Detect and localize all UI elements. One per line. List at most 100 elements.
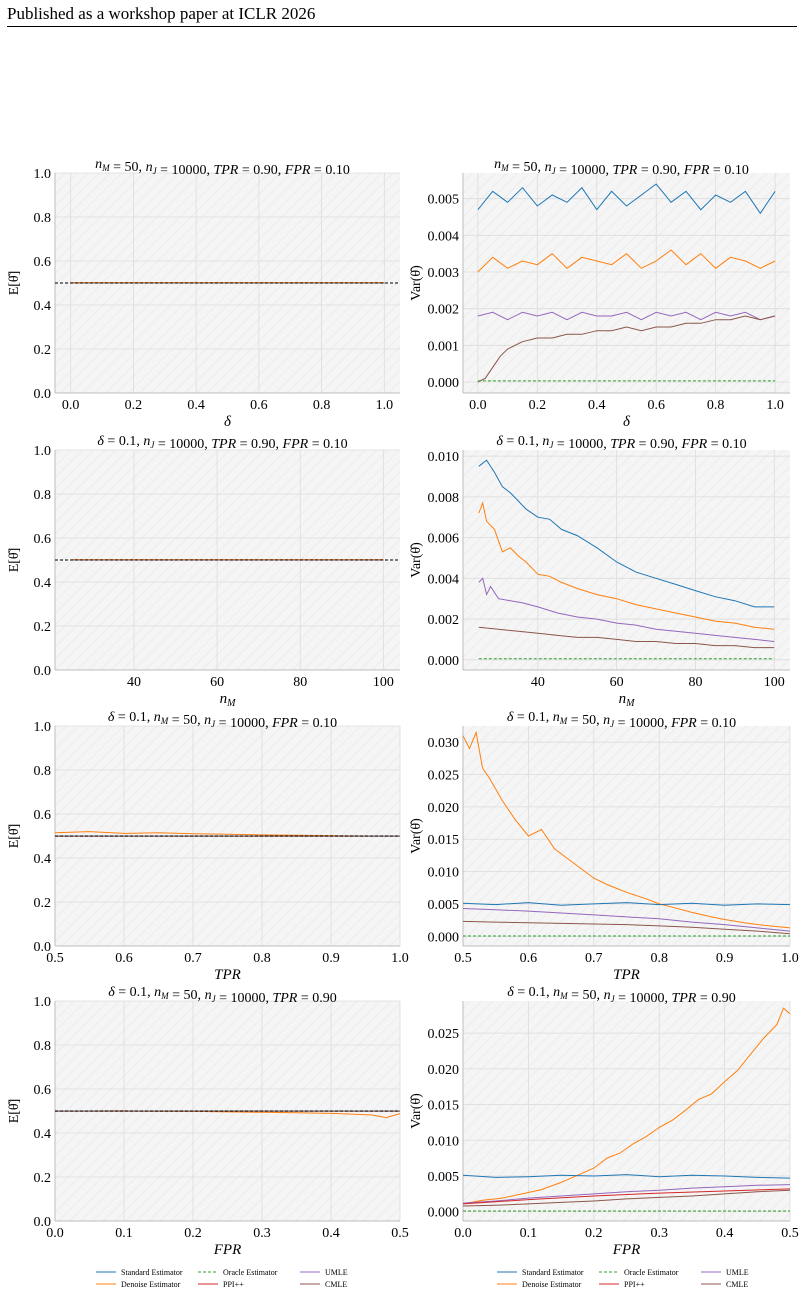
chart-title: δ = 0.1, nM = 50, nJ = 10000, FPR = 0.10 bbox=[507, 710, 736, 731]
y-tick-label: 0.0 bbox=[34, 1215, 52, 1230]
x-tick-label: 0.0 bbox=[62, 398, 80, 413]
series-line-cmle bbox=[462, 920, 791, 935]
y-tick-label: 0.8 bbox=[34, 211, 52, 226]
series-line-standard bbox=[462, 1174, 791, 1179]
x-tick-label: 100 bbox=[764, 675, 785, 690]
y-tick-label: 0.015 bbox=[428, 833, 460, 848]
chart-r3-var: 0.5 0.6 0.7 0.8 0.9 1.0 0.000 0.005 0.010 0.015 0.… bbox=[409, 710, 799, 983]
y-tick-label: 0.025 bbox=[428, 1027, 460, 1042]
chart-r1-mean: 0.0 0.2 0.4 0.6 0.8 1.0 0.0 0.2 0.4 0.6 0.8 1.0 nM =… bbox=[7, 157, 400, 430]
x-tick-label: 0.8 bbox=[650, 951, 668, 966]
x-tick-label: 0.0 bbox=[469, 398, 487, 413]
y-tick-label: 0.003 bbox=[428, 266, 460, 281]
page-header: Published as a workshop paper at ICLR 20… bbox=[7, 4, 316, 23]
x-tick-label: 0.5 bbox=[781, 1226, 799, 1241]
x-axis-label: FPR bbox=[213, 1242, 242, 1258]
series-line-standard bbox=[477, 183, 776, 215]
y-tick-label: 1.0 bbox=[34, 995, 52, 1010]
chart-title: δ = 0.1, nJ = 10000, TPR = 0.90, FPR = 0… bbox=[496, 434, 746, 452]
y-axis-label: Var(θ̂) bbox=[409, 1093, 424, 1129]
x-tick-label: 0.0 bbox=[454, 1226, 472, 1241]
x-axis-label: nM bbox=[220, 691, 237, 709]
legend-label-ppi: PPI++ bbox=[624, 1280, 645, 1289]
y-tick-label: 1.0 bbox=[34, 720, 52, 735]
legend-label-umle: UMLE bbox=[726, 1268, 749, 1277]
x-tick-label: 0.5 bbox=[46, 951, 64, 966]
y-tick-label: 0.000 bbox=[428, 654, 460, 669]
y-tick-label: 0.000 bbox=[428, 376, 460, 391]
legend-label-oracle: Oracle Estimator bbox=[624, 1268, 679, 1277]
x-tick-label: 0.2 bbox=[529, 398, 547, 413]
x-tick-label: 0.9 bbox=[322, 951, 340, 966]
plot-area bbox=[463, 726, 790, 946]
x-tick-label: 0.7 bbox=[184, 951, 202, 966]
series-line-denoise bbox=[462, 730, 791, 929]
chart-title: δ = 0.1, nM = 50, nJ = 10000, TPR = 0.90 bbox=[507, 985, 736, 1006]
y-tick-label: 0.2 bbox=[34, 896, 52, 911]
legend-label-cmle: CMLE bbox=[325, 1280, 347, 1289]
x-tick-label: 0.4 bbox=[187, 398, 205, 413]
y-tick-label: 0.005 bbox=[428, 898, 460, 913]
x-tick-label: 0.6 bbox=[115, 951, 133, 966]
chart-r3-mean: 0.5 0.6 0.7 0.8 0.9 1.0 0.0 0.2 0.4 0.6 0.8 1.0 δ = … bbox=[7, 710, 409, 983]
x-tick-label: 0.2 bbox=[585, 1226, 603, 1241]
series-line-standard bbox=[462, 902, 791, 906]
y-tick-label: 0.020 bbox=[428, 801, 460, 816]
series-line-umle bbox=[478, 577, 775, 642]
plot-area bbox=[463, 450, 790, 670]
y-axis-label: Var(θ̂) bbox=[409, 818, 424, 854]
y-tick-label: 0.4 bbox=[34, 299, 52, 314]
x-tick-label: 0.1 bbox=[520, 1226, 538, 1241]
x-tick-label: 60 bbox=[610, 675, 624, 690]
y-tick-label: 0.2 bbox=[34, 1171, 52, 1186]
chart-r2-mean: 40 60 80 100 0.0 0.2 0.4 0.6 0.8 1.0 δ = 0.1, nJ =… bbox=[7, 434, 400, 709]
legend-label-denoise: Denoise Estimator bbox=[522, 1280, 582, 1289]
x-axis-label: δ bbox=[224, 414, 232, 430]
x-tick-label: 80 bbox=[293, 675, 307, 690]
legend-right: Standard Estimator Denoise Estimator Oracl… bbox=[497, 1268, 749, 1289]
x-tick-label: 0.1 bbox=[115, 1226, 133, 1241]
x-axis-label: δ bbox=[623, 414, 631, 430]
chart-r1-var: 0.0 0.2 0.4 0.6 0.8 1.0 0.000 0.001 0.002 0.003 0.… bbox=[409, 157, 790, 430]
series-line-standard bbox=[478, 459, 775, 608]
y-tick-label: 0.0 bbox=[34, 387, 52, 402]
x-tick-label: 0.6 bbox=[250, 398, 268, 413]
y-tick-label: 0.0 bbox=[34, 664, 52, 679]
charts-root: 0.0 0.2 0.4 0.6 0.8 1.0 0.0 0.2 0.4 0.6 0.8 1.0 nM =… bbox=[7, 157, 799, 1258]
plot-area bbox=[463, 1001, 790, 1221]
series-line-cmle bbox=[462, 1189, 791, 1207]
y-tick-label: 0.000 bbox=[428, 930, 460, 945]
x-tick-label: 100 bbox=[373, 675, 394, 690]
x-tick-label: 1.0 bbox=[376, 398, 394, 413]
y-tick-label: 1.0 bbox=[34, 444, 52, 459]
legend-left: Standard Estimator Denoise Estimator Oracl… bbox=[96, 1268, 348, 1289]
series-line-umle bbox=[462, 908, 791, 932]
series-line-cmle bbox=[477, 315, 776, 383]
y-tick-label: 0.6 bbox=[34, 532, 52, 547]
y-tick-label: 0.006 bbox=[428, 532, 460, 547]
x-tick-label: 1.0 bbox=[391, 951, 409, 966]
series-line-denoise bbox=[477, 249, 776, 273]
x-tick-label: 0.6 bbox=[647, 398, 665, 413]
y-tick-label: 0.8 bbox=[34, 1039, 52, 1054]
y-tick-label: 0.002 bbox=[428, 613, 460, 628]
chart-r2-var: 40 60 80 100 0.000 0.002 0.004 0.006 0.008 0.010 δ… bbox=[409, 434, 790, 709]
y-tick-label: 0.8 bbox=[34, 764, 52, 779]
chart-title: δ = 0.1, nM = 50, nJ = 10000, FPR = 0.10 bbox=[108, 710, 337, 731]
x-axis-label: TPR bbox=[214, 967, 241, 983]
x-tick-label: 40 bbox=[531, 675, 545, 690]
series-line-ppi bbox=[462, 1188, 791, 1205]
y-tick-label: 0.000 bbox=[428, 1206, 460, 1221]
y-axis-label: Var(θ̂) bbox=[409, 542, 424, 578]
y-tick-label: 0.004 bbox=[428, 572, 460, 587]
legend-label-umle: UMLE bbox=[325, 1268, 348, 1277]
x-axis-label: nM bbox=[619, 691, 636, 709]
y-tick-label: 0.005 bbox=[428, 193, 460, 208]
chart-title: δ = 0.1, nJ = 10000, TPR = 0.90, FPR = 0… bbox=[97, 434, 347, 452]
legend-label-ppi: PPI++ bbox=[223, 1280, 244, 1289]
x-tick-label: 1.0 bbox=[766, 398, 784, 413]
x-tick-label: 0.3 bbox=[253, 1226, 271, 1241]
y-tick-label: 0.010 bbox=[428, 450, 460, 465]
y-axis-label: E[θ̂] bbox=[7, 1099, 22, 1124]
